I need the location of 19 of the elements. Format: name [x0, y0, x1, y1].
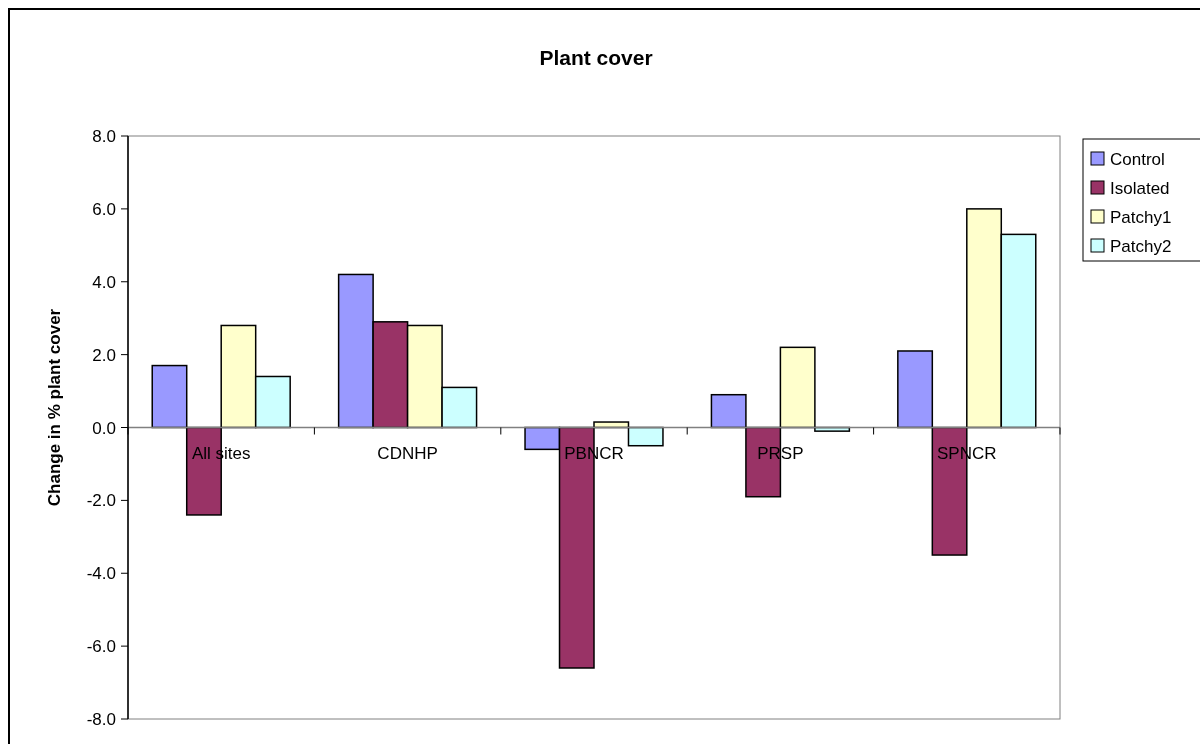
y-tick-label: 8.0: [92, 127, 116, 146]
legend-label: Patchy1: [1110, 208, 1172, 227]
y-tick-label: -4.0: [86, 564, 116, 584]
y-tick-label: 6.0: [92, 199, 116, 219]
x-tick-label: SPNCR: [937, 443, 997, 463]
legend-label: Patchy2: [1110, 237, 1172, 256]
y-tick-label: -2.0: [86, 491, 116, 511]
y-tick-label: 0.0: [92, 418, 116, 438]
legend-label: Control: [1110, 150, 1165, 169]
chart-title: Plant cover: [539, 46, 653, 69]
y-tick-label: 2.0: [92, 345, 116, 365]
x-tick-label: PRSP: [757, 443, 804, 463]
x-tick-label: PBNCR: [564, 443, 624, 463]
y-tick-label: -8.0: [86, 710, 116, 729]
y-tick-label: 4.0: [92, 272, 116, 292]
legend-label: Isolated: [1110, 179, 1170, 198]
y-tick-label: -6.0: [86, 637, 116, 657]
x-tick-label: CDNHP: [377, 443, 438, 463]
y-axis-title: Change in % plant cover: [45, 308, 64, 507]
